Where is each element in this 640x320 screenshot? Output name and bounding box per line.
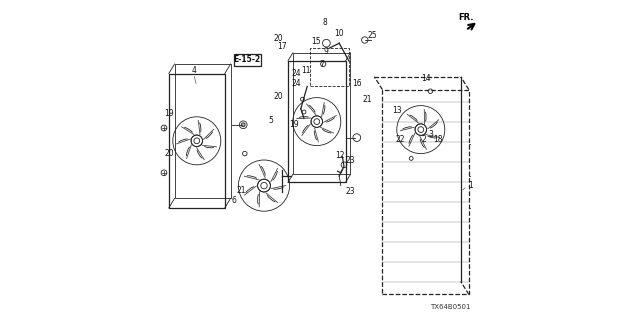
- Text: 12: 12: [335, 151, 344, 160]
- Text: 13: 13: [392, 106, 402, 115]
- Text: 1: 1: [468, 181, 473, 190]
- Text: 23: 23: [346, 156, 355, 164]
- Text: 19: 19: [164, 109, 174, 118]
- Text: 24: 24: [292, 69, 301, 78]
- Text: 7: 7: [319, 60, 324, 68]
- Text: 21: 21: [237, 186, 246, 195]
- Text: 10: 10: [334, 29, 344, 38]
- Text: E-15-2: E-15-2: [234, 55, 260, 64]
- Text: 20: 20: [164, 149, 174, 158]
- Text: 16: 16: [352, 79, 362, 88]
- Text: 5: 5: [268, 116, 273, 124]
- Text: 18: 18: [433, 135, 442, 144]
- Text: 6: 6: [231, 196, 236, 204]
- Text: 22: 22: [396, 135, 404, 144]
- Text: 14: 14: [420, 74, 431, 83]
- Text: 17: 17: [277, 42, 287, 51]
- Text: 21: 21: [363, 95, 372, 104]
- Text: 3: 3: [428, 130, 433, 139]
- Circle shape: [241, 123, 245, 127]
- Text: 2: 2: [422, 135, 426, 144]
- Text: 25: 25: [368, 31, 378, 40]
- Text: 19: 19: [289, 120, 300, 129]
- Text: 4: 4: [191, 66, 196, 75]
- Text: 20: 20: [273, 34, 284, 43]
- Text: 23: 23: [346, 188, 355, 196]
- Text: TX64B0501: TX64B0501: [430, 304, 470, 310]
- Text: 15: 15: [311, 37, 321, 46]
- Text: 8: 8: [323, 18, 327, 27]
- Text: FR.: FR.: [458, 13, 474, 22]
- Text: 11: 11: [301, 66, 310, 75]
- Text: 24: 24: [292, 79, 301, 88]
- Text: 20: 20: [273, 92, 284, 100]
- Text: 9: 9: [324, 47, 329, 56]
